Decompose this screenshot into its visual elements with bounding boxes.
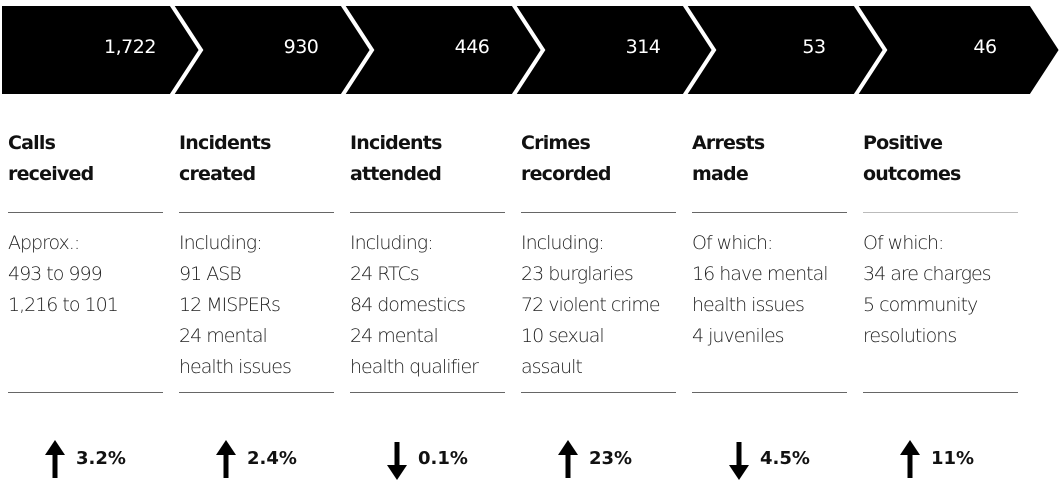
title-line: Incidents <box>179 132 271 154</box>
chevron <box>851 1 1064 98</box>
divider <box>350 392 505 393</box>
divider <box>8 392 163 393</box>
title-line: attended <box>350 163 442 185</box>
divider <box>521 392 676 393</box>
title-line: Calls <box>8 132 56 154</box>
detail-line: 84 domestics <box>350 294 466 316</box>
detail-line: Approx.: <box>8 232 80 254</box>
title-line: Positive <box>863 132 943 154</box>
divider <box>179 392 334 393</box>
detail-line: 91 ASB <box>179 263 242 285</box>
detail-line: assault <box>521 356 583 378</box>
detail-line: health issues <box>692 294 805 316</box>
arrow-shaft <box>223 454 229 478</box>
detail-line: 24 mental <box>350 325 439 347</box>
detail-line: 12 MISPERs <box>179 294 281 316</box>
stage-change: 2.4% <box>247 448 297 469</box>
chevron-row <box>0 1 1064 98</box>
detail-line: 24 RTCs <box>350 263 420 285</box>
detail-line: 10 sexual <box>521 325 605 347</box>
detail-line: Including: <box>179 232 263 254</box>
divider <box>350 212 505 213</box>
detail-line: 16 have mental <box>692 263 828 285</box>
stage-count: 53 <box>802 36 826 58</box>
detail-line: health issues <box>179 356 292 378</box>
title-line: made <box>692 163 749 185</box>
title-line: created <box>179 163 256 185</box>
title-line: Arrests <box>692 132 765 154</box>
arrow-shaft <box>736 442 742 466</box>
stage-details: Of which: 16 have mental health issues 4 ju… <box>692 228 828 352</box>
stage-count: 930 <box>283 36 319 58</box>
trend-arrow <box>900 440 920 478</box>
stage-details: Approx.: 493 to 999 1,216 to 101 <box>8 228 119 321</box>
stage-change: 23% <box>589 448 633 469</box>
arrow-head <box>45 440 65 455</box>
stage-count: 446 <box>454 36 490 58</box>
detail-line: Of which: <box>692 232 773 254</box>
trend-arrow <box>387 442 407 480</box>
detail-line: 72 violent crime <box>521 294 661 316</box>
arrow-head <box>216 440 236 455</box>
arrow-shaft <box>394 442 400 466</box>
arrow-head <box>729 465 749 480</box>
divider <box>179 212 334 213</box>
trend-arrow <box>558 440 578 478</box>
detail-line: Including: <box>521 232 605 254</box>
detail-line: 4 juveniles <box>692 325 785 347</box>
stage-count: 46 <box>973 36 997 58</box>
divider <box>863 212 1018 213</box>
detail-line: 1,216 to 101 <box>8 294 119 316</box>
detail-line: 24 mental <box>179 325 268 347</box>
detail-line: Of which: <box>863 232 944 254</box>
detail-line: 23 burglaries <box>521 263 634 285</box>
divider <box>8 212 163 213</box>
title-line: received <box>8 163 94 185</box>
divider <box>863 392 1018 393</box>
stage-title: Positive outcomes <box>863 128 961 190</box>
stage-change: 3.2% <box>76 448 126 469</box>
stage-title: Arrests made <box>692 128 765 190</box>
detail-line: 34 are charges <box>863 263 992 285</box>
divider <box>692 392 847 393</box>
arrow-shaft <box>907 454 913 478</box>
detail-line: Including: <box>350 232 434 254</box>
trend-arrow <box>45 440 65 478</box>
stage-details: Of which: 34 are charges 5 community resolu… <box>863 228 992 352</box>
stage-title: Incidents created <box>179 128 271 190</box>
title-line: outcomes <box>863 163 961 185</box>
arrow-head <box>900 440 920 455</box>
stage-count: 314 <box>625 36 661 58</box>
title-line: recorded <box>521 163 611 185</box>
stage-details: Including: 23 burglaries 72 violent crime 1… <box>521 228 661 383</box>
arrow-shaft <box>565 454 571 478</box>
arrow-head <box>387 465 407 480</box>
stage-details: Including: 24 RTCs 84 domestics 24 mental he… <box>350 228 479 383</box>
detail-line: 5 community <box>863 294 978 316</box>
trend-arrow <box>729 442 749 480</box>
stage-details: Including: 91 ASB 12 MISPERs 24 mental healt… <box>179 228 292 383</box>
arrow-shaft <box>52 454 58 478</box>
title-line: Incidents <box>350 132 442 154</box>
arrow-head <box>558 440 578 455</box>
stage-change: 11% <box>931 448 975 469</box>
stage-change: 4.5% <box>760 448 810 469</box>
stage-title: Crimes recorded <box>521 128 611 190</box>
stage-title: Incidents attended <box>350 128 442 190</box>
detail-line: health qualifier <box>350 356 479 378</box>
divider <box>692 212 847 213</box>
title-line: Crimes <box>521 132 591 154</box>
stage-change: 0.1% <box>418 448 468 469</box>
stage-count: 1,722 <box>104 36 156 58</box>
detail-line: 493 to 999 <box>8 263 103 285</box>
divider <box>521 212 676 213</box>
detail-line: resolutions <box>863 325 957 347</box>
stage-title: Calls received <box>8 128 94 190</box>
trend-arrow <box>216 440 236 478</box>
